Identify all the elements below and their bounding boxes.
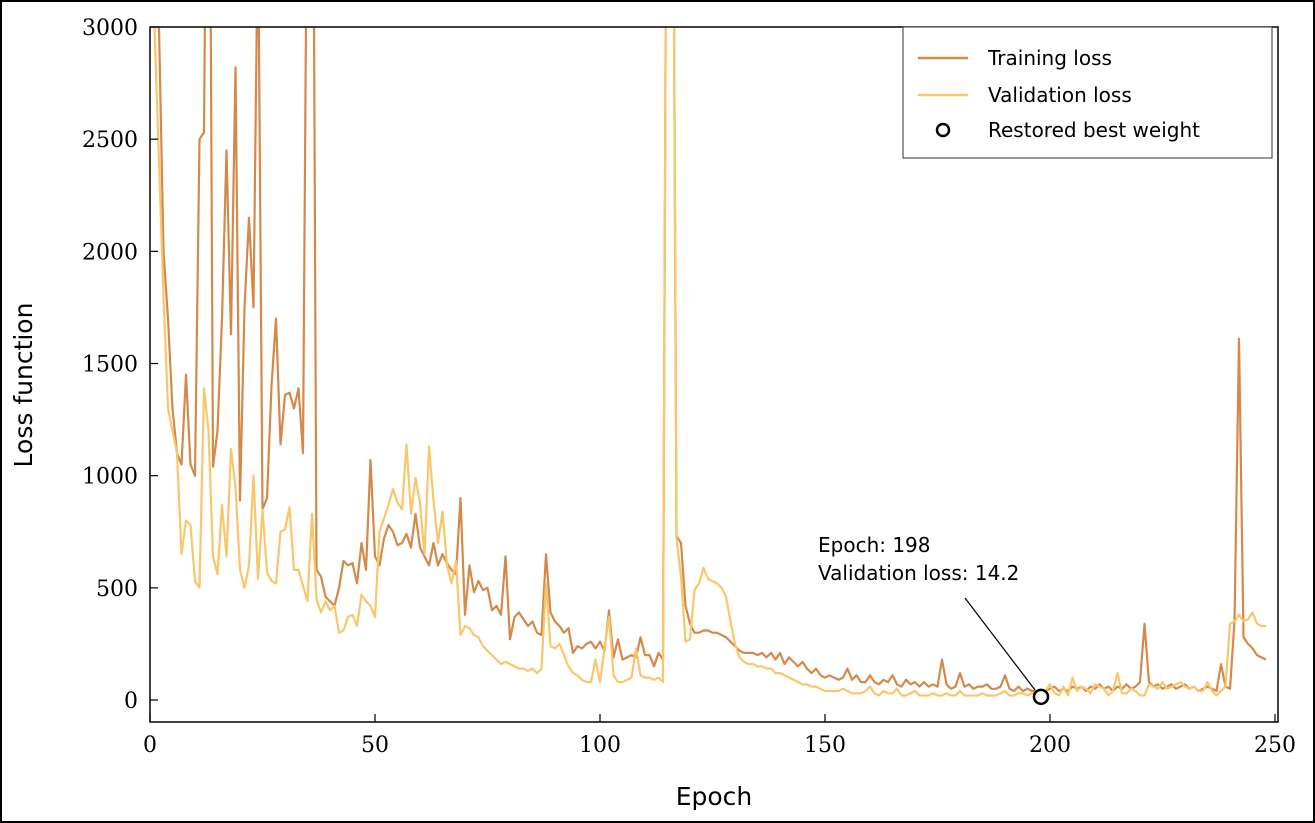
y-tick-label: 1000 xyxy=(82,465,138,490)
x-tick-label: 100 xyxy=(579,733,621,758)
best-point xyxy=(1032,688,1050,706)
plot-area xyxy=(150,27,1267,698)
series-line xyxy=(150,27,1266,698)
legend-label: Validation loss xyxy=(988,83,1132,107)
x-axis-label: Epoch xyxy=(676,782,753,811)
y-tick-label: 2500 xyxy=(82,128,138,153)
y-tick-label: 1500 xyxy=(82,353,138,378)
y-tick-label: 3000 xyxy=(82,16,138,41)
y-tick-label: 2000 xyxy=(82,240,138,265)
legend-label: Training loss xyxy=(987,46,1112,70)
legend: Training loss Validation loss Restored bes… xyxy=(918,46,1200,142)
x-tick-label: 150 xyxy=(804,733,846,758)
axes-frame xyxy=(149,26,1279,723)
annotation-arrow xyxy=(964,597,1036,691)
y-axis-label: Loss function xyxy=(9,303,38,468)
legend-box xyxy=(902,26,1273,159)
annotation-line: Epoch: 198 xyxy=(818,533,931,557)
legend-label: Restored best weight xyxy=(988,118,1200,142)
y-tick-label: 500 xyxy=(96,577,138,602)
x-tick-label: 200 xyxy=(1029,733,1071,758)
x-tick-label: 50 xyxy=(361,733,389,758)
legend-marker xyxy=(935,122,951,138)
annotation-line: Validation loss: 14.2 xyxy=(818,561,1019,585)
y-tick-label: 0 xyxy=(124,689,138,714)
x-tick-label: 0 xyxy=(143,733,157,758)
x-tick-label: 250 xyxy=(1254,733,1296,758)
